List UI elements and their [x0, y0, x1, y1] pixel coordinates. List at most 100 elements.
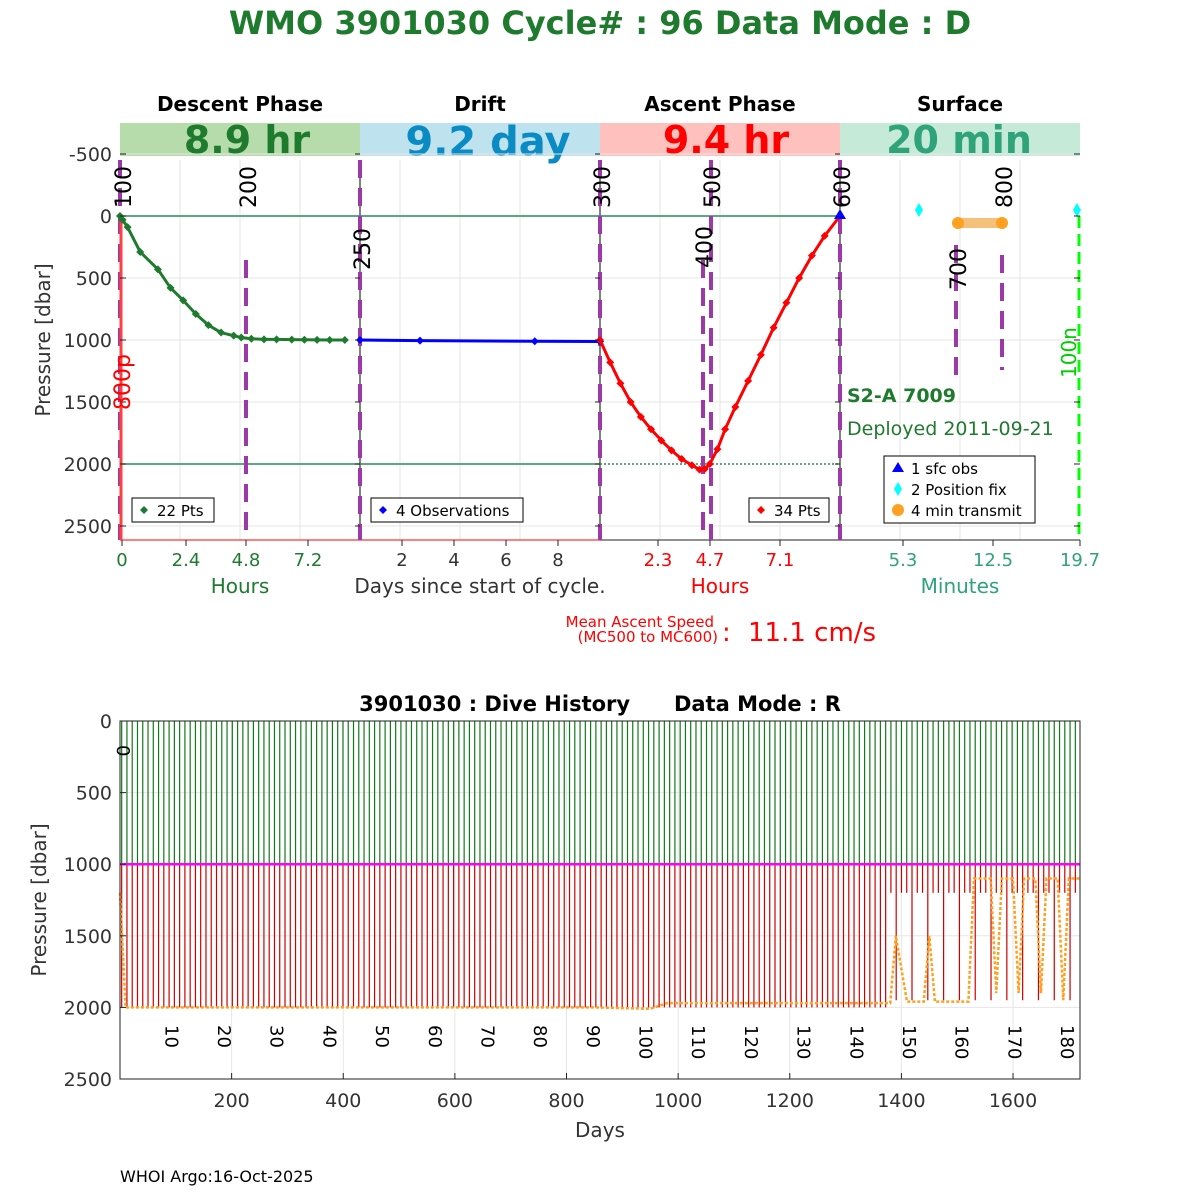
ascent-point: [700, 464, 709, 473]
descent-point: [313, 335, 322, 344]
descent-point: [118, 215, 127, 224]
x-unit-surface: Minutes: [921, 574, 1000, 598]
position-fix-marker: [1073, 203, 1081, 217]
legend-ascent: 34 Pts: [748, 497, 830, 523]
descent-point: [136, 247, 145, 256]
descent-point: [287, 335, 296, 344]
duration-surface: 20 min: [886, 118, 1032, 162]
duration-band-ascent: [600, 123, 840, 156]
bottom-x-tick-label: 1000: [654, 1090, 702, 1112]
descent-point: [260, 335, 268, 344]
cycle-number-label: 130: [793, 1025, 814, 1059]
bottom-x-tick-label: 1400: [877, 1090, 925, 1112]
ascent-point: [705, 460, 714, 468]
legend-transmit-label: 4 min transmit: [911, 502, 1022, 520]
ascent-series-line: [598, 215, 842, 472]
cycle-number-label: 170: [1003, 1025, 1024, 1059]
ascent-point: [721, 425, 730, 434]
cycle-number-label: 60: [424, 1025, 445, 1048]
mission-code-300: 300: [591, 166, 616, 208]
cycle-number-label: 10: [160, 1025, 181, 1048]
bottom-y-axis-label: Pressure [dbar]: [27, 823, 51, 976]
ascent-speed-value: 11.1 cm/s: [748, 618, 876, 648]
footer-credit: WHOI Argo:16-Oct-2025: [120, 1167, 314, 1186]
top-y-axis-label: Pressure [dbar]: [31, 263, 55, 416]
bottom-chart: 3901030 : Dive History Data Mode : R Pre…: [27, 692, 1081, 1142]
cycle-number-label: 160: [951, 1025, 972, 1059]
top-y-tick-label: 500: [76, 268, 112, 290]
phase-name-drift: Drift: [454, 92, 506, 116]
top-x-tick-label: 6: [500, 550, 511, 571]
cycle-number-label: 0: [112, 745, 133, 756]
cycle-number-label: 80: [529, 1025, 550, 1048]
top-x-tick-label: 7.1: [766, 550, 795, 571]
top-marks: [116, 203, 1081, 474]
bottom-y-tick-label: 2000: [64, 997, 112, 1019]
x-unit-drift: Days since start of cycle.: [354, 574, 605, 598]
cycle-number-label: 100: [635, 1025, 656, 1059]
descent-point: [153, 265, 162, 274]
ascent-point: [687, 461, 696, 470]
top-x-tick-label: 8: [552, 550, 563, 571]
cycle-number-label: 180: [1056, 1025, 1077, 1059]
mission-code-700: 700: [947, 248, 972, 290]
mission-code-250: 250: [351, 228, 376, 270]
top-y-tick-label: 2000: [64, 454, 112, 476]
ascent-speed-separator: :: [722, 618, 731, 648]
mission-code-200: 200: [237, 166, 262, 208]
bottom-y-tick-label: 500: [76, 783, 112, 805]
legend-surface: 1 sfc obs 2 Position fix 4 min transmit: [883, 455, 1036, 524]
descent-point: [247, 334, 256, 343]
bottom-plot-frame: [119, 720, 1081, 1080]
bottom-y-ticks: 0 500 1000 1500 2000 2500: [64, 711, 126, 1091]
descent-point: [229, 331, 238, 340]
ascent-point: [626, 398, 635, 406]
top-y-tick-label: 0: [100, 206, 112, 228]
top-x-tick-label: 4.7: [696, 550, 725, 571]
phase-name-descent: Descent Phase: [157, 92, 323, 116]
ascent-point: [657, 436, 666, 445]
top-x-tick-label: 19.7: [1060, 550, 1100, 571]
duration-band-drift: [360, 123, 600, 156]
legend-drift: 4 Observations: [370, 497, 524, 523]
top-x-tick-label: 2.4: [172, 550, 201, 571]
drift-series-line: [359, 338, 601, 343]
descent-point: [300, 335, 309, 344]
ascent-point: [647, 425, 656, 434]
top-y-tick-label: -500: [69, 144, 112, 166]
ascent-speed-label-line2: (MC500 to MC600): [578, 628, 718, 646]
top-x-tick-label: 4.8: [232, 550, 261, 571]
bottom-x-tick-label: 200: [213, 1090, 249, 1112]
bottom-x-tick-label: 1200: [766, 1090, 814, 1112]
phase-name-ascent: Ascent Phase: [644, 92, 795, 116]
top-x-tick-label: 2: [396, 550, 407, 571]
mission-code-100n: 100n: [1057, 327, 1081, 378]
transmit-marker: [996, 217, 1008, 229]
top-y-tick-label: 1000: [64, 330, 112, 352]
bottom-x-axis-label: Days: [575, 1118, 625, 1142]
legend-position-fix-marker: [894, 482, 902, 496]
ascent-point: [744, 376, 753, 385]
transmit-marker: [952, 217, 964, 229]
bottom-chart-title: 3901030 : Dive History Data Mode : R: [359, 692, 841, 716]
legend-drift-label: 4 Observations: [396, 502, 510, 520]
phase-name-surface: Surface: [917, 92, 1003, 116]
top-x-tick-label: 5.3: [889, 550, 918, 571]
bottom-y-tick-label: 0: [100, 711, 112, 733]
descent-point: [272, 335, 281, 344]
ascent-point: [636, 412, 645, 421]
mission-code-400: 400: [693, 226, 718, 268]
bottom-x-tick-label: 800: [548, 1090, 584, 1112]
figure-title: WMO 3901030 Cycle# : 96 Data Mode : D: [229, 4, 971, 42]
x-unit-ascent: Hours: [691, 574, 750, 598]
cycle-number-label: 70: [476, 1025, 497, 1048]
position-fix-marker: [915, 203, 923, 217]
ascent-point: [756, 350, 765, 359]
ascent-point: [667, 446, 676, 455]
descent-point: [340, 336, 349, 344]
top-y-ticks: -500 0 500 1000 1500 2000 2500: [64, 144, 1080, 538]
mission-code-500: 500: [701, 166, 726, 208]
mission-code-800: 800: [993, 166, 1018, 208]
duration-band-descent: [120, 123, 360, 156]
